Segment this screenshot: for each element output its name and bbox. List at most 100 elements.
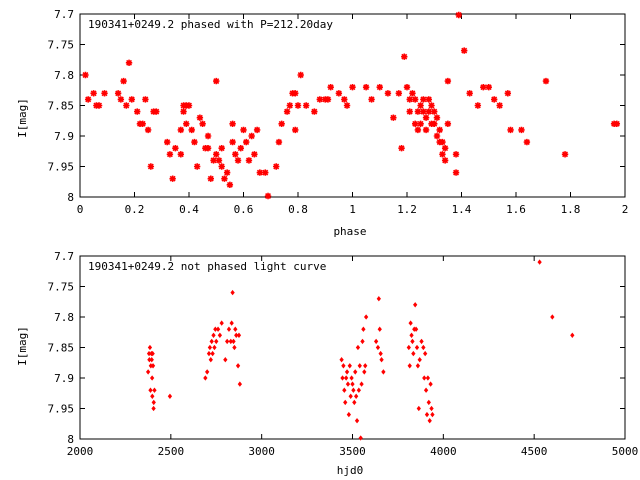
phased-chart-title: 190341+0249.2 phased with P=212.20day bbox=[88, 18, 333, 31]
data-point-core bbox=[228, 183, 232, 187]
data-point-core bbox=[280, 122, 284, 126]
data-point-core bbox=[274, 164, 278, 169]
data-point bbox=[149, 375, 155, 381]
data-point bbox=[345, 381, 351, 387]
data-point-core bbox=[481, 85, 485, 89]
y-tick-label: 7.7 bbox=[54, 8, 74, 21]
y-tick-label: 7.75 bbox=[48, 39, 75, 52]
data-point bbox=[375, 344, 381, 351]
data-point bbox=[151, 399, 156, 406]
data-point bbox=[362, 369, 367, 375]
data-point bbox=[363, 363, 368, 369]
data-point-core bbox=[263, 171, 267, 175]
data-point-core bbox=[247, 158, 251, 162]
data-point-core bbox=[231, 122, 235, 126]
data-point bbox=[212, 344, 217, 351]
data-point-core bbox=[231, 140, 235, 144]
data-point-core bbox=[476, 103, 480, 108]
data-point bbox=[346, 411, 352, 418]
data-point bbox=[226, 326, 232, 332]
data-point bbox=[414, 344, 420, 351]
data-point-core bbox=[97, 103, 101, 108]
data-point-core bbox=[124, 103, 128, 108]
x-tick-label: 1.8 bbox=[561, 203, 581, 216]
y-tick-label: 7.85 bbox=[48, 342, 75, 355]
unphased-x-axis-label: hjd0 bbox=[337, 464, 364, 477]
data-point-core bbox=[468, 91, 472, 95]
data-point-core bbox=[127, 61, 131, 65]
data-point-core bbox=[206, 134, 210, 138]
data-point-core bbox=[506, 91, 510, 95]
data-point bbox=[421, 344, 426, 351]
data-point bbox=[206, 350, 212, 357]
data-point bbox=[209, 338, 214, 345]
data-point-core bbox=[413, 97, 417, 101]
data-point-core bbox=[337, 91, 341, 95]
data-point-core bbox=[350, 85, 355, 89]
data-point bbox=[343, 399, 348, 406]
data-point bbox=[537, 259, 542, 265]
data-point bbox=[428, 381, 433, 387]
data-point-core bbox=[563, 152, 567, 156]
phased-light-curve-panel: 190341+0249.2 phased with P=212.20day I[… bbox=[16, 8, 628, 238]
data-point-core bbox=[443, 146, 447, 150]
data-point-core bbox=[206, 146, 210, 150]
data-point bbox=[411, 350, 416, 357]
data-point-core bbox=[209, 177, 213, 181]
data-point bbox=[373, 338, 379, 345]
data-point-core bbox=[304, 103, 308, 108]
x-tick-label: 1.2 bbox=[397, 203, 417, 216]
data-point bbox=[233, 326, 238, 332]
data-point bbox=[230, 289, 235, 296]
data-point-core bbox=[487, 85, 491, 89]
y-tick-label: 7.8 bbox=[54, 69, 74, 82]
data-point-core bbox=[525, 140, 529, 144]
x-tick-label: 0.4 bbox=[179, 203, 199, 216]
data-point-core bbox=[266, 194, 270, 198]
data-point bbox=[214, 338, 219, 345]
data-point-core bbox=[220, 164, 224, 169]
data-point-core bbox=[440, 152, 445, 156]
data-point-core bbox=[386, 91, 390, 95]
data-point-core bbox=[119, 97, 123, 101]
data-point bbox=[550, 314, 555, 320]
data-point-core bbox=[250, 134, 254, 138]
data-point-core bbox=[492, 97, 496, 101]
data-point bbox=[377, 326, 382, 332]
data-point-core bbox=[519, 128, 524, 132]
data-point bbox=[570, 332, 575, 338]
data-point bbox=[427, 418, 432, 424]
data-point bbox=[349, 375, 354, 381]
data-point-core bbox=[508, 128, 513, 132]
y-tick-label: 7.95 bbox=[48, 403, 75, 416]
data-point-core bbox=[432, 122, 436, 126]
data-point bbox=[381, 369, 386, 375]
data-point-core bbox=[391, 116, 395, 120]
data-point-core bbox=[342, 97, 346, 101]
data-point-core bbox=[424, 128, 428, 132]
x-tick-label: 1.6 bbox=[506, 203, 526, 216]
y-tick-label: 7.95 bbox=[48, 161, 75, 174]
data-point bbox=[406, 344, 411, 351]
x-tick-label: 0 bbox=[77, 203, 84, 216]
data-point-core bbox=[432, 110, 436, 114]
data-point-core bbox=[421, 110, 425, 114]
data-point-core bbox=[399, 146, 404, 150]
data-point-core bbox=[429, 103, 434, 108]
y-tick-label: 7.7 bbox=[54, 250, 74, 263]
x-tick-label: 2500 bbox=[158, 445, 185, 458]
data-point-core bbox=[318, 97, 322, 101]
data-point bbox=[235, 363, 241, 369]
data-point bbox=[215, 326, 221, 332]
data-point-core bbox=[345, 103, 349, 108]
data-point bbox=[363, 314, 369, 320]
data-point bbox=[417, 357, 422, 363]
data-point bbox=[425, 375, 431, 381]
data-point-core bbox=[195, 164, 199, 169]
data-point-core bbox=[233, 152, 237, 156]
data-point-core bbox=[446, 122, 450, 126]
data-point-core bbox=[454, 171, 458, 175]
data-point-core bbox=[312, 110, 316, 114]
data-point bbox=[203, 375, 208, 381]
